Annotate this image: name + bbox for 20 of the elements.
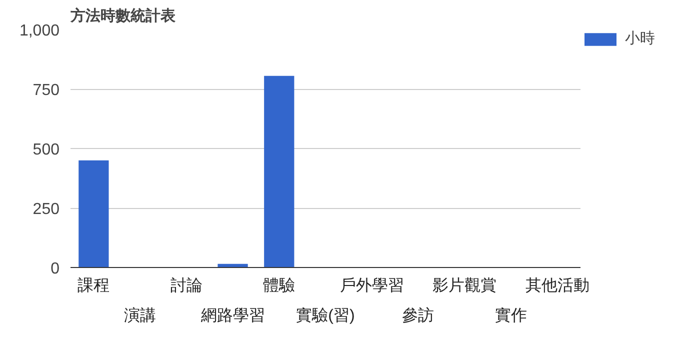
x-tick-label: 網路學習 (200, 308, 265, 324)
chart-title: 方法時數統計表 (70, 6, 176, 24)
x-tick-label: 討論 (170, 276, 202, 294)
y-tick-label: 1,000 (19, 22, 60, 40)
bar (78, 160, 109, 268)
y-tick-label: 250 (32, 201, 60, 218)
x-tick-label: 課程 (78, 276, 110, 294)
y-tick-label: 750 (32, 82, 60, 99)
x-tick-label: 其他活動 (525, 276, 590, 294)
x-tick-label: 實驗(習) (296, 306, 355, 324)
x-tick-label: 參訪 (402, 306, 434, 324)
x-tick-label: 影片觀賞 (432, 276, 497, 294)
y-tick-label: 500 (32, 142, 60, 158)
x-tick-label: 戶外學習 (340, 276, 404, 294)
x-tick-label: 演講 (124, 306, 156, 324)
bar (264, 76, 294, 268)
y-tick-label: 0 (50, 260, 60, 278)
legend-label: 小時 (625, 29, 655, 48)
x-tick-label: 體驗 (263, 278, 296, 294)
x-tick-label: 實作 (494, 306, 527, 324)
